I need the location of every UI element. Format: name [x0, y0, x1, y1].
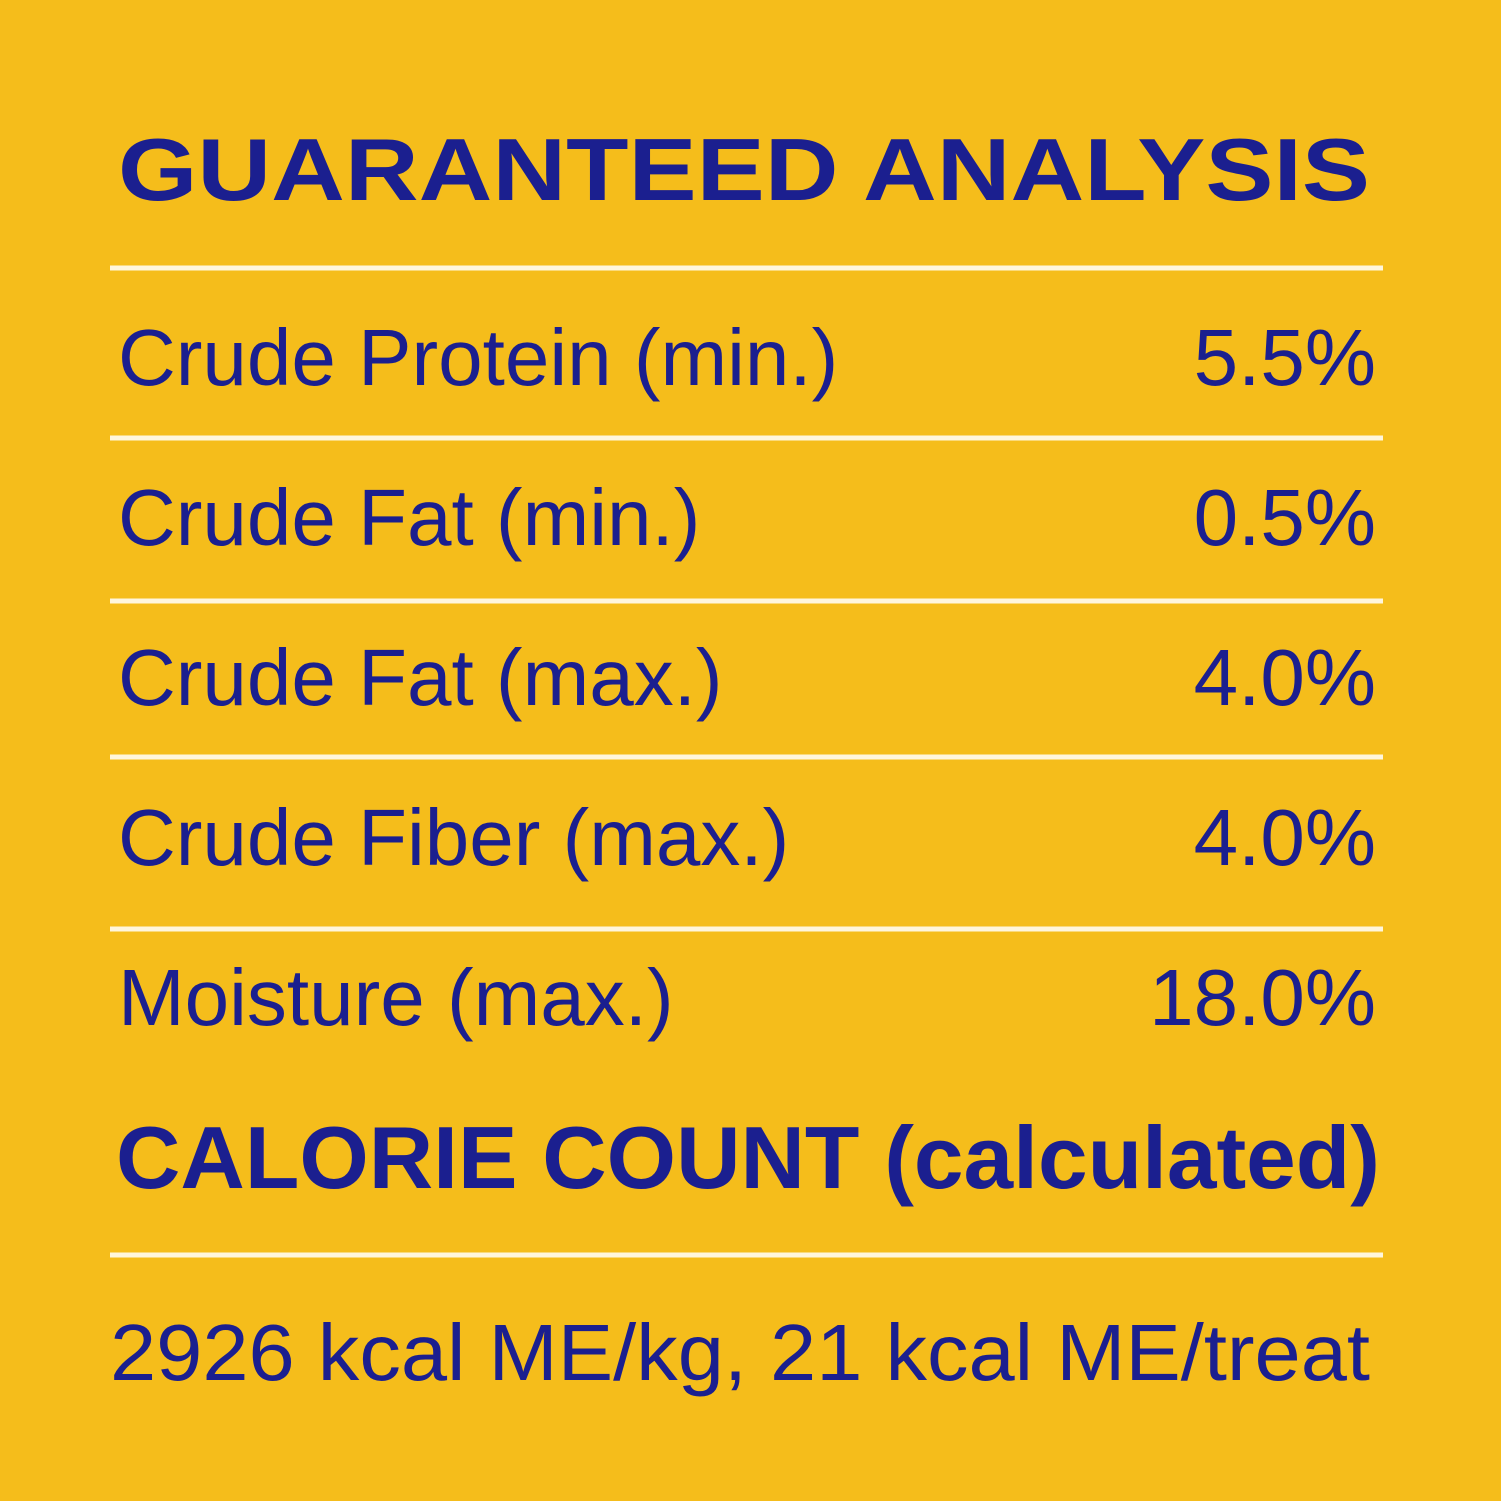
row-label: Crude Protein (min.) [118, 313, 838, 402]
row-label: Crude Fat (min.) [118, 473, 700, 562]
row-value: 0.5% [1194, 473, 1376, 562]
title: GUARANTEED ANALYSIS [118, 120, 1370, 219]
row-label: Crude Fat (max.) [118, 633, 723, 722]
calorie-title: CALORIE COUNT (calculated) [116, 1108, 1380, 1207]
calorie-text: 2926 kcal ME/kg, 21 kcal ME/treat [110, 1308, 1370, 1397]
row-value: 18.0% [1149, 953, 1376, 1042]
row-value: 4.0% [1194, 633, 1376, 722]
row-label: Moisture (max.) [118, 953, 674, 1042]
row-value: 4.0% [1194, 793, 1376, 882]
row-label: Crude Fiber (max.) [118, 793, 789, 882]
row-value: 5.5% [1194, 313, 1376, 402]
